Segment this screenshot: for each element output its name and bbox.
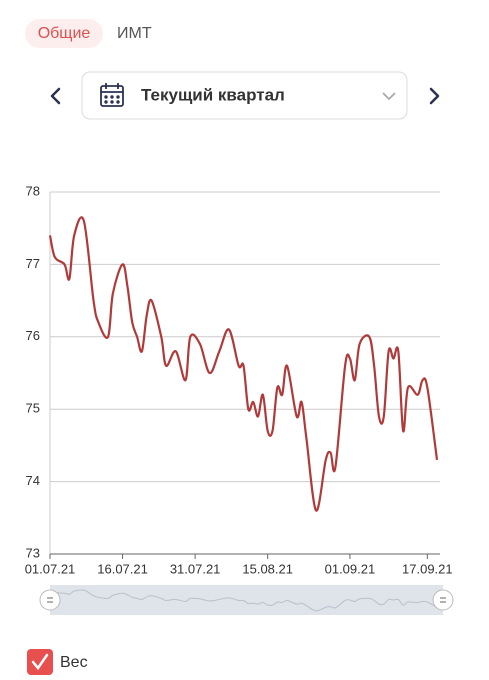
y-tick-label: 74 <box>26 473 40 488</box>
chart: 73 74 75 76 77 78 01.07.21 16.07.21 31.07.21 15.0… <box>25 183 454 615</box>
period-select[interactable] <box>81 71 408 120</box>
next-arrow[interactable] <box>429 87 440 105</box>
navigator-line <box>49 589 438 612</box>
navigator-handle[interactable] <box>432 589 454 611</box>
tab[interactable]: ИМТ <box>117 25 152 42</box>
x-tick-label: 16.07.21 <box>97 561 148 576</box>
x-tick-label: 01.07.21 <box>25 561 76 576</box>
y-tick-label: 77 <box>26 256 40 271</box>
x-tick-label: 31.07.21 <box>170 561 221 576</box>
series-line <box>48 216 439 512</box>
tab[interactable]: Общие <box>38 25 91 42</box>
y-tick-label: 76 <box>26 328 40 343</box>
legend-label[interactable]: Вес <box>60 654 88 671</box>
navigator-handle[interactable] <box>39 589 61 611</box>
prev-arrow[interactable] <box>50 87 61 105</box>
x-tick-label: 17.09.21 <box>402 561 453 576</box>
period-label[interactable]: Текущий квартал <box>141 85 285 104</box>
y-tick-label: 75 <box>26 401 40 416</box>
calendar-icon <box>100 83 124 107</box>
checkmark <box>31 653 49 671</box>
y-tick-label: 73 <box>26 545 40 560</box>
navigator-bg <box>50 585 443 615</box>
checkbox[interactable] <box>27 649 53 675</box>
y-tick-label: 78 <box>26 183 40 198</box>
x-tick-label: 01.09.21 <box>325 561 376 576</box>
dropdown-chevron <box>382 92 396 101</box>
x-tick-label: 15.08.21 <box>242 561 293 576</box>
tab-active-bg[interactable] <box>25 19 103 48</box>
